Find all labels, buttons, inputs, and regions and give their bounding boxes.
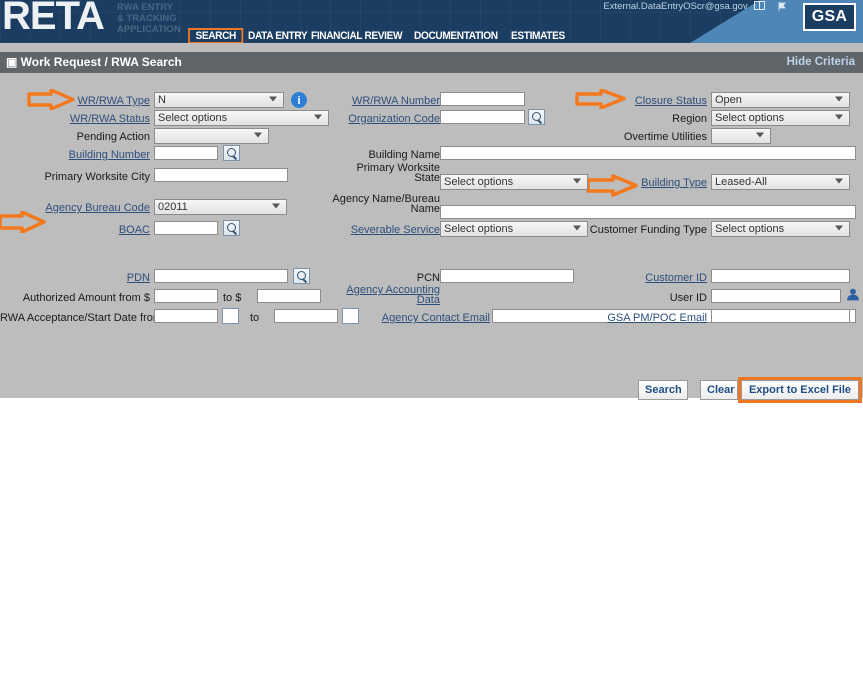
- svg-text:i: i: [297, 95, 300, 107]
